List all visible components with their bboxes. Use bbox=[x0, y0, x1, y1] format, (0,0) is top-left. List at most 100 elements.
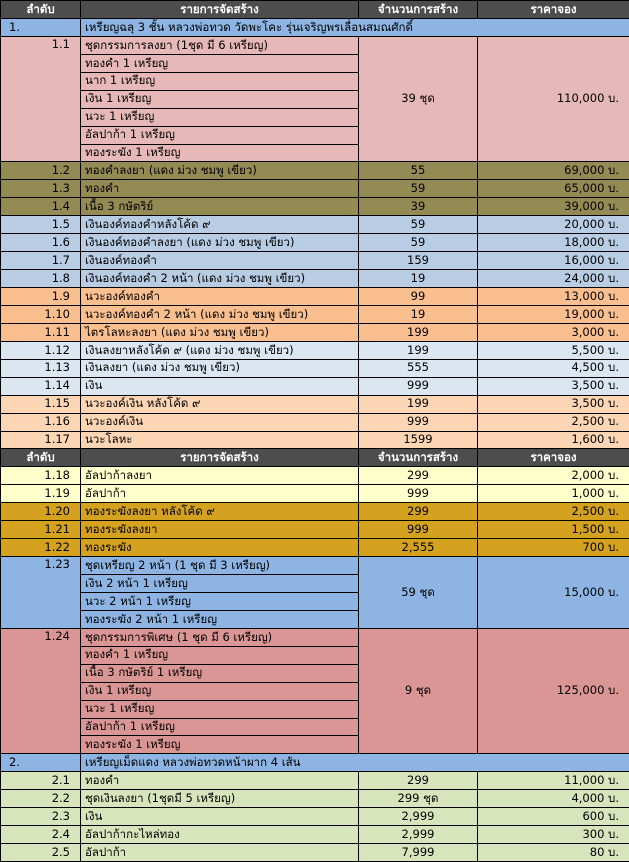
row-number: 1.5 bbox=[0, 215, 81, 235]
price: 3,000 บ. bbox=[477, 322, 629, 342]
section-title: เหรียญฉลุ 3 ชั้น หลวงพ่อทวด วัดพะโคะ รุ่… bbox=[80, 17, 629, 37]
quantity: 299 ชุด bbox=[358, 789, 478, 809]
item-name: เนื้อ 3 กษัตริย์ bbox=[80, 197, 359, 217]
item-name: เนื้อ 3 กษัตริย์ 1 เหรียญ bbox=[80, 663, 359, 683]
item-name: เงินองค์ทองคำลงยา (แดง ม่วง ชมพู เขียว) bbox=[80, 233, 359, 253]
item-name: นวะองค์ทองคำ 2 หน้า (แดง ม่วง ชมพู เขียว… bbox=[80, 304, 359, 324]
header-qty: จำนวนการสร้าง bbox=[358, 448, 478, 468]
header-item: รายการจัดสร้าง bbox=[80, 448, 359, 468]
quantity: 199 bbox=[358, 394, 478, 414]
header-qty: จำนวนการสร้าง bbox=[358, 0, 478, 19]
item-row: 1.5 เงินองค์ทองคำหลังโค้ด ๙ 59 20,000 บ. bbox=[0, 215, 629, 235]
section-title-row: 2. เหรียญเม็ดแดง หลวงพ่อทวดหน้าผาก 4 เส้น bbox=[0, 753, 629, 773]
item-name: ทองคำ 1 เหรียญ bbox=[80, 645, 359, 665]
row-number: 1.22 bbox=[0, 538, 81, 558]
header-item: รายการจัดสร้าง bbox=[80, 0, 359, 19]
item-row: 1.4 เนื้อ 3 กษัตริย์ 39 39,000 บ. bbox=[0, 197, 629, 217]
row-number: 2.2 bbox=[0, 789, 81, 809]
price: 39,000 บ. bbox=[477, 197, 629, 217]
price: 24,000 บ. bbox=[477, 269, 629, 288]
price: 2,500 บ. bbox=[477, 502, 629, 522]
item-row: 1.8 เงินองค์ทองคำ 2 หน้า (แดง ม่วง ชมพู เ… bbox=[0, 269, 629, 288]
header-no: ลำดับ bbox=[0, 448, 81, 468]
quantity: 999 bbox=[358, 520, 478, 540]
row-number: 1.24 bbox=[0, 627, 81, 755]
row-number: 1.16 bbox=[0, 412, 81, 432]
row-number: 1.12 bbox=[0, 340, 81, 360]
item-name: ทองคำ bbox=[80, 771, 359, 791]
row-number: 1.17 bbox=[0, 430, 81, 450]
quantity: 199 bbox=[358, 322, 478, 342]
item-name: ทองคำลงยา (แดง ม่วง ชมพู เขียว) bbox=[80, 161, 359, 181]
item-row: 2.5 อัลปาก้า 7,999 80 บ. bbox=[0, 843, 629, 862]
row-number: 1.10 bbox=[0, 304, 81, 324]
price: 700 บ. bbox=[477, 538, 629, 558]
item-name: ทองคำ 1 เหรียญ bbox=[80, 53, 359, 73]
price: 65,000 บ. bbox=[477, 179, 629, 199]
quantity: 59 ชุด bbox=[358, 556, 478, 629]
item-name: เงินองค์ทองคำ bbox=[80, 251, 359, 271]
item-name: อัลปาก้า bbox=[80, 843, 359, 862]
quantity: 199 bbox=[358, 340, 478, 360]
price: 69,000 บ. bbox=[477, 161, 629, 181]
item-name: เงินลงยาหลังโค้ด ๙ (แดง ม่วง ชมพู เขียว) bbox=[80, 340, 359, 360]
row-number: 1.14 bbox=[0, 376, 81, 396]
item-name: อัลปาก้าลงยา bbox=[80, 466, 359, 486]
quantity: 39 bbox=[358, 197, 478, 217]
price: 2,500 บ. bbox=[477, 412, 629, 432]
item-name: นวะโลหะ bbox=[80, 430, 359, 450]
row-number: 1.4 bbox=[0, 197, 81, 217]
item-name: ชุดกรรมการพิเศษ (1 ชุด มี 6 เหรียญ) bbox=[80, 627, 359, 647]
row-number: 1.13 bbox=[0, 358, 81, 378]
item-name: เงินองค์ทองคำหลังโค้ด ๙ bbox=[80, 215, 359, 235]
row-number: 1.6 bbox=[0, 233, 81, 253]
price: 15,000 บ. bbox=[477, 556, 629, 629]
item-row: 1.18 อัลปาก้าลงยา 299 2,000 บ. bbox=[0, 466, 629, 486]
row-number: 1.19 bbox=[0, 484, 81, 504]
quantity: 299 bbox=[358, 502, 478, 522]
quantity: 299 bbox=[358, 771, 478, 791]
item-name: ทองระฆัง 1 เหรียญ bbox=[80, 735, 359, 755]
row-number: 2.5 bbox=[0, 843, 81, 862]
section-title: เหรียญเม็ดแดง หลวงพ่อทวดหน้าผาก 4 เส้น bbox=[80, 753, 629, 773]
item-row: 1.23 ชุดเหรียญ 2 หน้า (1 ชุด มี 3 เหรียญ)… bbox=[0, 556, 629, 629]
item-name: เงิน 1 เหรียญ bbox=[80, 681, 359, 701]
quantity: 7,999 bbox=[358, 843, 478, 862]
row-number: 2.4 bbox=[0, 825, 81, 845]
row-number: 2. bbox=[0, 753, 81, 773]
item-name: เงิน 2 หน้า 1 เหรียญ bbox=[80, 574, 359, 593]
item-row: 1.20 ทองระฆังลงยา หลังโค้ด ๙ 299 2,500 บ. bbox=[0, 502, 629, 522]
row-number: 1.11 bbox=[0, 322, 81, 342]
item-row: 1.17 นวะโลหะ 1599 1,600 บ. bbox=[0, 430, 629, 450]
item-name: อัลปาก้า bbox=[80, 484, 359, 504]
price: 80 บ. bbox=[477, 843, 629, 862]
price: 2,000 บ. bbox=[477, 466, 629, 486]
price: 16,000 บ. bbox=[477, 251, 629, 271]
quantity: 555 bbox=[358, 358, 478, 378]
quantity: 299 bbox=[358, 466, 478, 486]
quantity: 999 bbox=[358, 484, 478, 504]
quantity: 59 bbox=[358, 233, 478, 253]
header-no: ลำดับ bbox=[0, 0, 81, 19]
item-name: อัลปาก้า 1 เหรียญ bbox=[80, 125, 359, 145]
item-row: 1.6 เงินองค์ทองคำลงยา (แดง ม่วง ชมพู เขีย… bbox=[0, 233, 629, 253]
header-price: ราคาจอง bbox=[477, 0, 629, 19]
item-row: 1.24 ชุดกรรมการพิเศษ (1 ชุด มี 6 เหรียญ) 9… bbox=[0, 627, 629, 755]
item-name: อัลปาก้า 1 เหรียญ bbox=[80, 717, 359, 737]
price: 1,000 บ. bbox=[477, 484, 629, 504]
item-row: 1.1 ชุดกรรมการลงยา (1ชุด มี 6 เหรียญ) 39 ช… bbox=[0, 35, 629, 163]
item-name: นวะ 1 เหรียญ bbox=[80, 107, 359, 127]
row-number: 1.15 bbox=[0, 394, 81, 414]
row-number: 1.9 bbox=[0, 287, 81, 306]
row-number: 1.8 bbox=[0, 269, 81, 288]
item-row: 2.3 เงิน 2,999 600 บ. bbox=[0, 807, 629, 827]
quantity: 9 ชุด bbox=[358, 627, 478, 755]
row-number: 1.23 bbox=[0, 556, 81, 629]
quantity: 59 bbox=[358, 179, 478, 199]
row-number: 1.1 bbox=[0, 35, 81, 163]
item-row: 1.12 เงินลงยาหลังโค้ด ๙ (แดง ม่วง ชมพู เข… bbox=[0, 340, 629, 360]
item-row: 1.19 อัลปาก้า 999 1,000 บ. bbox=[0, 484, 629, 504]
